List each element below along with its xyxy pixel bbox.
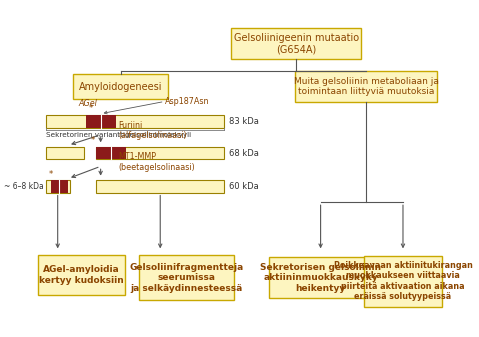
Text: Muita gelsoliinin metaboliaan ja
toimintaan liittyviä muutoksia: Muita gelsoliinin metaboliaan ja toimint…	[294, 77, 439, 96]
Text: AGel: AGel	[79, 99, 98, 108]
Text: MT1-MMP
(beetagelsolinaasi): MT1-MMP (beetagelsolinaasi)	[118, 152, 195, 172]
Bar	[37, 255, 125, 295]
Text: Asp187Asn: Asp187Asn	[165, 97, 209, 106]
Bar	[46, 116, 224, 128]
Bar	[295, 71, 437, 102]
Text: 60 kDa: 60 kDa	[228, 182, 258, 191]
Text: Sekretorinen varianttigelsoliinimolekyyli: Sekretorinen varianttigelsoliinimolekyyl…	[46, 132, 192, 138]
Text: Gelsoliinigeenin mutaatio
(G654A): Gelsoliinigeenin mutaatio (G654A)	[233, 33, 359, 54]
Text: *: *	[49, 170, 53, 179]
Text: Gelsoliinifragmentteja
seerumissa
ja selkäydinnesteessä: Gelsoliinifragmentteja seerumissa ja sel…	[129, 263, 244, 293]
Bar	[269, 257, 372, 298]
Text: Poikkeavaan aktiinitukirangan
muokkaukseen viittaavia
piirteitä aktivaation aika: Poikkeavaan aktiinitukirangan muokkaukse…	[333, 261, 472, 301]
Bar	[96, 147, 224, 159]
Text: Furiini
(alfagelsolinaasi): Furiini (alfagelsolinaasi)	[118, 121, 187, 140]
Bar	[73, 74, 168, 99]
Text: AGel-amyloidia
kertyy kudoksiin: AGel-amyloidia kertyy kudoksiin	[39, 265, 124, 285]
Bar	[86, 116, 115, 128]
Text: Sekretorisen gelsoliinin
aktiininmuokkauskyky
heikentyy: Sekretorisen gelsoliinin aktiininmuokkau…	[260, 263, 381, 293]
Text: 83 kDa: 83 kDa	[228, 117, 259, 126]
Text: ~ 6–8 kDa: ~ 6–8 kDa	[4, 182, 44, 191]
Text: Amyloidogeneesi: Amyloidogeneesi	[79, 82, 162, 92]
Bar	[51, 180, 68, 193]
Bar	[96, 147, 126, 159]
Text: *: *	[90, 136, 94, 145]
Bar	[96, 180, 224, 193]
Bar	[139, 255, 234, 300]
Bar	[364, 256, 443, 307]
Bar	[46, 147, 84, 159]
Bar	[46, 180, 70, 193]
Text: 68 kDa: 68 kDa	[228, 149, 259, 158]
Bar	[231, 28, 361, 59]
Text: *: *	[88, 104, 92, 113]
